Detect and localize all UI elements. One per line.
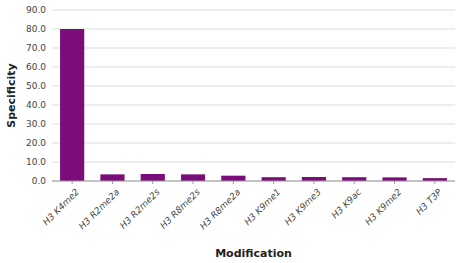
grid-line [52, 29, 455, 30]
bar [302, 177, 326, 181]
x-axis-label: Modification [215, 247, 292, 260]
x-tick-label: H3 R2me2s [118, 187, 162, 231]
y-tick-label: 70.0 [26, 43, 46, 53]
x-tick [112, 181, 113, 184]
x-tick-label: H3 K9me3 [283, 187, 324, 228]
bar [100, 174, 124, 181]
grid-line [52, 143, 455, 144]
y-axis-label: Specificity [5, 63, 18, 127]
x-tick [434, 181, 435, 184]
bar [141, 174, 165, 181]
x-tick-label: H3 K9me2 [363, 187, 404, 228]
x-tick-label: H3 T3P [414, 186, 444, 216]
y-tick-label: 20.0 [26, 138, 46, 148]
x-tick-label: H3 R8me2a [198, 187, 242, 231]
x-tick-label: H3 K9ac [330, 187, 364, 221]
x-tick-label: H3 R2me2a [77, 187, 121, 231]
y-tick-label: 10.0 [26, 157, 46, 167]
bar [181, 174, 205, 181]
x-tick [193, 181, 194, 184]
grid-line [52, 124, 455, 125]
x-tick [354, 181, 355, 184]
x-tick [152, 181, 153, 184]
grid-line [52, 86, 455, 87]
y-axis: 0.0 10.0 20.0 30.0 40.0 50.0 60.0 70.0 80.0 90.0 [26, 5, 455, 186]
x-tick [394, 181, 395, 184]
x-tick-label: H3 K4me2 [41, 187, 82, 228]
bar [221, 176, 245, 181]
bar [262, 177, 286, 181]
x-tick [273, 181, 274, 184]
y-tick-label: 40.0 [26, 100, 46, 110]
y-tick-label: 30.0 [26, 119, 46, 129]
x-tick-label: H3 K9me1 [242, 187, 282, 227]
y-tick-label: 0.0 [32, 176, 47, 186]
grid-line [52, 105, 455, 106]
bars [60, 29, 447, 181]
bar [60, 29, 84, 181]
chart-container: 0.0 10.0 20.0 30.0 40.0 50.0 60.0 70.0 80.0 90.0 H… [0, 0, 465, 263]
bar [382, 177, 406, 181]
grid-line [52, 162, 455, 163]
x-tick [72, 181, 73, 184]
x-tick-label: H3 R8me2s [158, 187, 202, 231]
x-tick [313, 181, 314, 184]
y-tick-label: 80.0 [26, 24, 46, 34]
y-tick-label: 50.0 [26, 81, 46, 91]
x-axis: H3 K4me2H3 R2me2aH3 R2me2sH3 R8me2sH3 R8… [41, 181, 455, 231]
y-tick-label: 60.0 [26, 62, 46, 72]
grid-line [52, 10, 455, 11]
x-tick [233, 181, 234, 184]
chart-svg: 0.0 10.0 20.0 30.0 40.0 50.0 60.0 70.0 80.0 90.0 H… [0, 0, 465, 263]
bar [342, 177, 366, 181]
grid-line [52, 67, 455, 68]
y-tick-label: 90.0 [26, 5, 46, 15]
grid-line [52, 48, 455, 49]
